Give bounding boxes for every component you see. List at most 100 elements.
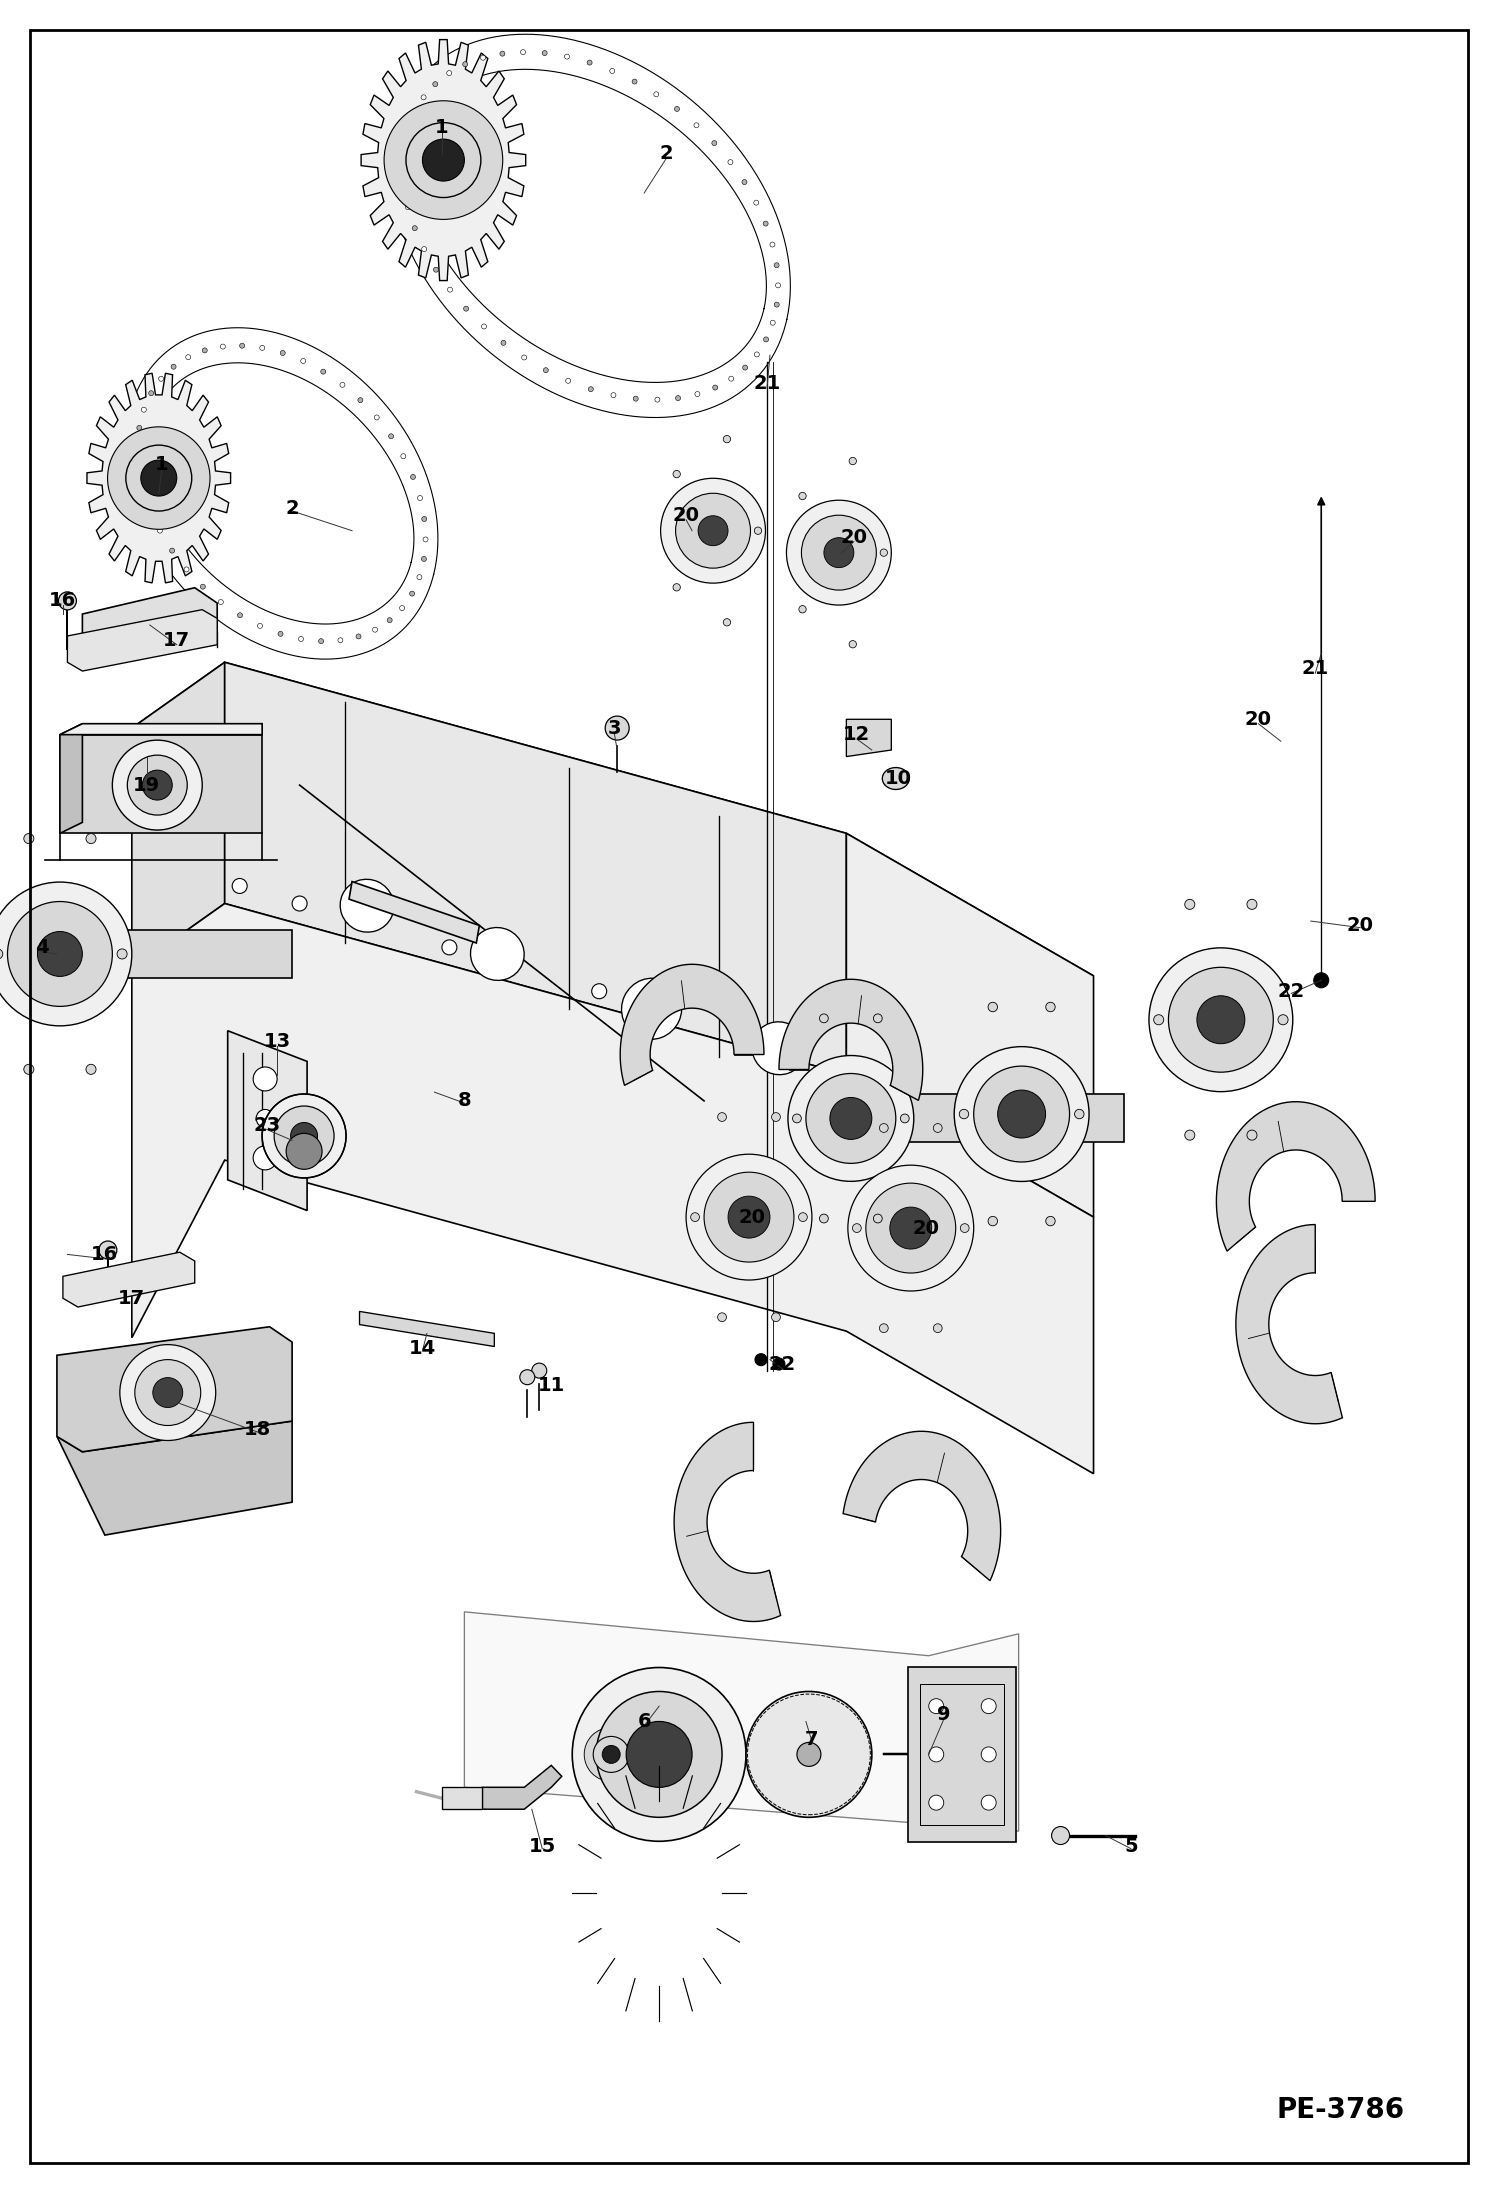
Text: 17: 17 [118, 1289, 145, 1307]
Circle shape [593, 1737, 629, 1772]
Ellipse shape [340, 879, 394, 932]
Circle shape [1052, 1827, 1070, 1844]
Circle shape [256, 1110, 274, 1127]
Circle shape [743, 364, 748, 371]
Circle shape [99, 1241, 117, 1259]
Circle shape [632, 79, 637, 83]
Text: 20: 20 [1347, 917, 1374, 934]
Circle shape [401, 145, 406, 149]
Circle shape [416, 575, 422, 579]
Circle shape [186, 355, 190, 360]
Circle shape [773, 1357, 785, 1371]
Circle shape [566, 379, 571, 384]
Circle shape [960, 1224, 969, 1232]
Circle shape [762, 221, 768, 226]
Polygon shape [63, 1252, 195, 1307]
Circle shape [400, 164, 404, 169]
Circle shape [219, 599, 223, 605]
Circle shape [801, 515, 876, 590]
Circle shape [718, 1314, 727, 1322]
Polygon shape [57, 1327, 292, 1452]
Circle shape [85, 833, 96, 844]
Circle shape [849, 640, 857, 647]
Circle shape [981, 1748, 996, 1761]
Polygon shape [779, 980, 923, 1101]
Circle shape [240, 344, 244, 349]
Text: 7: 7 [804, 1730, 819, 1748]
Circle shape [148, 507, 153, 513]
Circle shape [401, 184, 406, 189]
Circle shape [605, 717, 629, 739]
Circle shape [676, 493, 750, 568]
Text: 4: 4 [34, 939, 49, 956]
Polygon shape [60, 724, 262, 735]
Circle shape [126, 445, 192, 511]
Circle shape [383, 101, 503, 219]
Circle shape [319, 638, 324, 643]
Polygon shape [846, 719, 891, 757]
Polygon shape [574, 1700, 649, 1809]
Circle shape [890, 1206, 932, 1250]
Circle shape [704, 1173, 794, 1261]
Circle shape [770, 241, 774, 248]
Circle shape [824, 537, 854, 568]
Circle shape [532, 1364, 547, 1377]
Polygon shape [349, 882, 479, 943]
Circle shape [58, 592, 76, 610]
Circle shape [520, 1371, 535, 1384]
Circle shape [412, 226, 418, 230]
Circle shape [626, 1722, 692, 1787]
Circle shape [686, 1154, 812, 1281]
Circle shape [929, 1748, 944, 1761]
Circle shape [148, 390, 154, 395]
Circle shape [135, 1360, 201, 1425]
Circle shape [746, 1691, 872, 1818]
Circle shape [406, 123, 481, 197]
Text: 20: 20 [673, 507, 700, 524]
Circle shape [410, 474, 415, 480]
Circle shape [521, 355, 527, 360]
Text: 6: 6 [637, 1713, 652, 1730]
Circle shape [819, 1215, 828, 1224]
Circle shape [446, 70, 452, 75]
Circle shape [873, 1215, 882, 1224]
Circle shape [85, 1064, 96, 1075]
Text: 13: 13 [264, 1033, 291, 1050]
Circle shape [712, 140, 718, 145]
Circle shape [24, 1064, 34, 1075]
Circle shape [929, 1700, 944, 1713]
Circle shape [280, 351, 285, 355]
Circle shape [298, 636, 304, 643]
Circle shape [1246, 899, 1257, 910]
Circle shape [291, 1123, 318, 1149]
Circle shape [698, 515, 728, 546]
Text: 9: 9 [936, 1706, 951, 1724]
Circle shape [691, 1213, 700, 1222]
Circle shape [755, 1353, 767, 1366]
Polygon shape [908, 1667, 1016, 1842]
Circle shape [728, 160, 733, 164]
Circle shape [771, 1314, 780, 1322]
Circle shape [409, 592, 415, 596]
Circle shape [1197, 996, 1245, 1044]
Circle shape [433, 268, 439, 272]
Text: 22: 22 [768, 1355, 795, 1373]
Circle shape [565, 55, 569, 59]
Circle shape [374, 414, 379, 419]
Circle shape [169, 548, 175, 553]
Circle shape [1149, 947, 1293, 1092]
Circle shape [873, 1013, 882, 1022]
Text: 17: 17 [163, 632, 190, 649]
Circle shape [788, 1055, 914, 1182]
Circle shape [0, 882, 132, 1026]
Polygon shape [132, 904, 1094, 1474]
Circle shape [258, 623, 262, 629]
Circle shape [806, 1075, 896, 1162]
Circle shape [259, 344, 265, 351]
Circle shape [981, 1796, 996, 1809]
Circle shape [401, 454, 406, 458]
Circle shape [357, 634, 361, 638]
Text: 8: 8 [457, 1092, 472, 1110]
Circle shape [238, 612, 243, 618]
Circle shape [301, 357, 306, 364]
